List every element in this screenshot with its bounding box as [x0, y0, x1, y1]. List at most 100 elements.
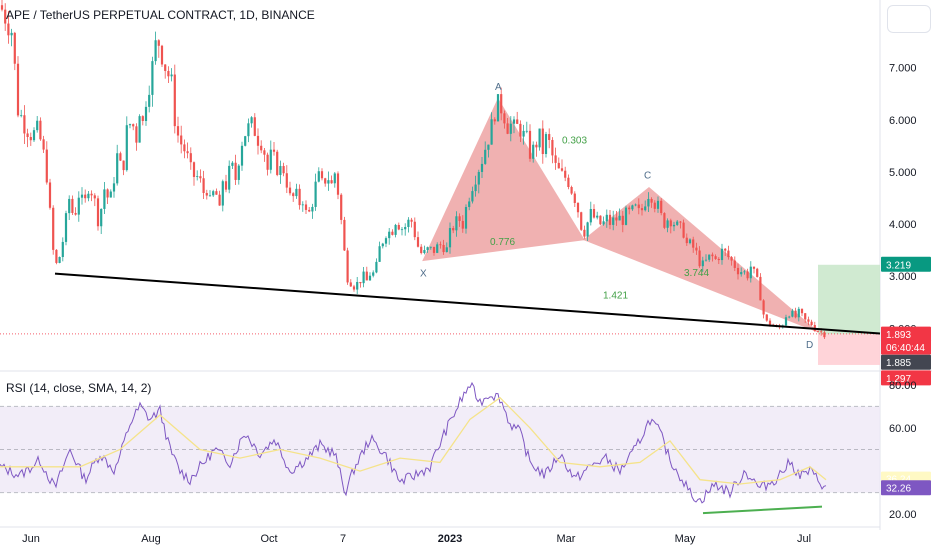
candle-body	[608, 214, 612, 225]
candle-body	[477, 171, 480, 185]
candle-body	[330, 180, 333, 184]
candle-body	[260, 145, 263, 151]
candle-body	[640, 208, 644, 211]
candle-body	[359, 281, 362, 284]
candle-body	[244, 136, 247, 146]
target-zone	[818, 264, 880, 335]
candle-body	[154, 40, 157, 62]
candle-body	[160, 45, 164, 65]
price-tick-label: 7.000	[889, 63, 917, 75]
candle-body	[788, 316, 791, 318]
candle-body	[794, 310, 797, 318]
chart-settings-box[interactable]	[887, 5, 931, 33]
candle-body	[442, 244, 445, 253]
candle-body	[391, 231, 394, 235]
candle-body	[218, 194, 221, 206]
candle-body	[45, 149, 48, 183]
candle-body	[560, 168, 564, 171]
candle-body	[807, 319, 810, 322]
candle-body	[743, 271, 746, 273]
rsi-line	[0, 381, 827, 504]
pattern-point-a: A	[495, 82, 502, 93]
price-badge	[881, 256, 931, 272]
candle-body	[32, 130, 36, 141]
candle-body	[20, 115, 23, 117]
price-badge-label: 1.885	[886, 358, 911, 369]
candle-body	[461, 220, 464, 229]
candle-body	[621, 215, 624, 225]
candle-body	[314, 181, 317, 207]
candle-body	[42, 139, 45, 150]
candle-body	[362, 271, 365, 284]
time-tick-label: Aug	[141, 533, 161, 545]
candle-body	[192, 162, 196, 177]
candle-body	[263, 150, 266, 155]
candle-body	[688, 239, 692, 244]
candle-body	[525, 130, 528, 132]
candle-body	[173, 74, 176, 127]
candle-body	[596, 215, 599, 218]
candle-body	[77, 197, 80, 215]
candle-body	[810, 321, 813, 326]
candle-body	[471, 191, 474, 202]
candle-body	[103, 189, 106, 209]
candle-body	[429, 246, 432, 248]
candle-body	[16, 63, 20, 116]
candle-body	[528, 130, 532, 159]
candle-body	[48, 182, 52, 208]
candle-body	[519, 123, 522, 137]
candle-body	[573, 193, 576, 203]
candle-body	[736, 267, 740, 275]
time-tick-label: Oct	[260, 533, 277, 545]
candle-body	[420, 246, 423, 254]
candle-body	[650, 198, 653, 203]
candle-body	[704, 259, 708, 261]
candle-body	[708, 254, 711, 260]
candle-body	[324, 178, 327, 184]
candle-body	[666, 220, 669, 228]
candle-body	[397, 224, 400, 230]
candle-body	[224, 181, 228, 190]
candle-body	[381, 243, 384, 247]
candle-body	[250, 117, 253, 124]
candle-body	[816, 330, 820, 332]
candle-body	[484, 149, 487, 164]
candle-body	[388, 231, 391, 239]
candle-body	[112, 183, 116, 192]
candle-body	[0, 5, 4, 10]
candle-body	[141, 116, 144, 121]
candle-body	[266, 154, 269, 170]
candle-body	[202, 178, 205, 193]
price-badge-label: 1.893	[886, 330, 911, 341]
candle-body	[36, 120, 39, 131]
candle-body	[522, 130, 525, 137]
candle-body	[282, 166, 285, 174]
candle-body	[119, 153, 122, 161]
rsi-tick-label: 80.00	[889, 380, 917, 392]
candle-body	[804, 313, 807, 320]
candle-body	[672, 224, 676, 227]
price-badge	[881, 326, 931, 342]
candle-body	[692, 239, 695, 248]
candle-body	[676, 221, 679, 225]
pattern-ratio-label: 0.776	[490, 237, 515, 248]
time-tick-label: May	[675, 533, 696, 545]
pattern-triangle-1	[422, 97, 585, 262]
candle-body	[685, 237, 688, 244]
candle-body	[292, 193, 295, 197]
candle-body	[544, 134, 548, 155]
rsi-indicator-label[interactable]: RSI (14, close, SMA, 14, 2)	[6, 381, 152, 395]
candle-body	[151, 61, 154, 95]
price-badge	[881, 370, 931, 386]
candle-body	[644, 206, 647, 211]
candle-body	[455, 216, 458, 231]
candle-body	[240, 145, 244, 166]
time-tick-label: 7	[340, 533, 346, 545]
candle-body	[189, 153, 192, 163]
candle-body	[656, 200, 660, 209]
candle-body	[637, 204, 640, 209]
candle-body	[336, 173, 340, 195]
candle-body	[87, 193, 90, 199]
candle-body	[576, 202, 580, 213]
